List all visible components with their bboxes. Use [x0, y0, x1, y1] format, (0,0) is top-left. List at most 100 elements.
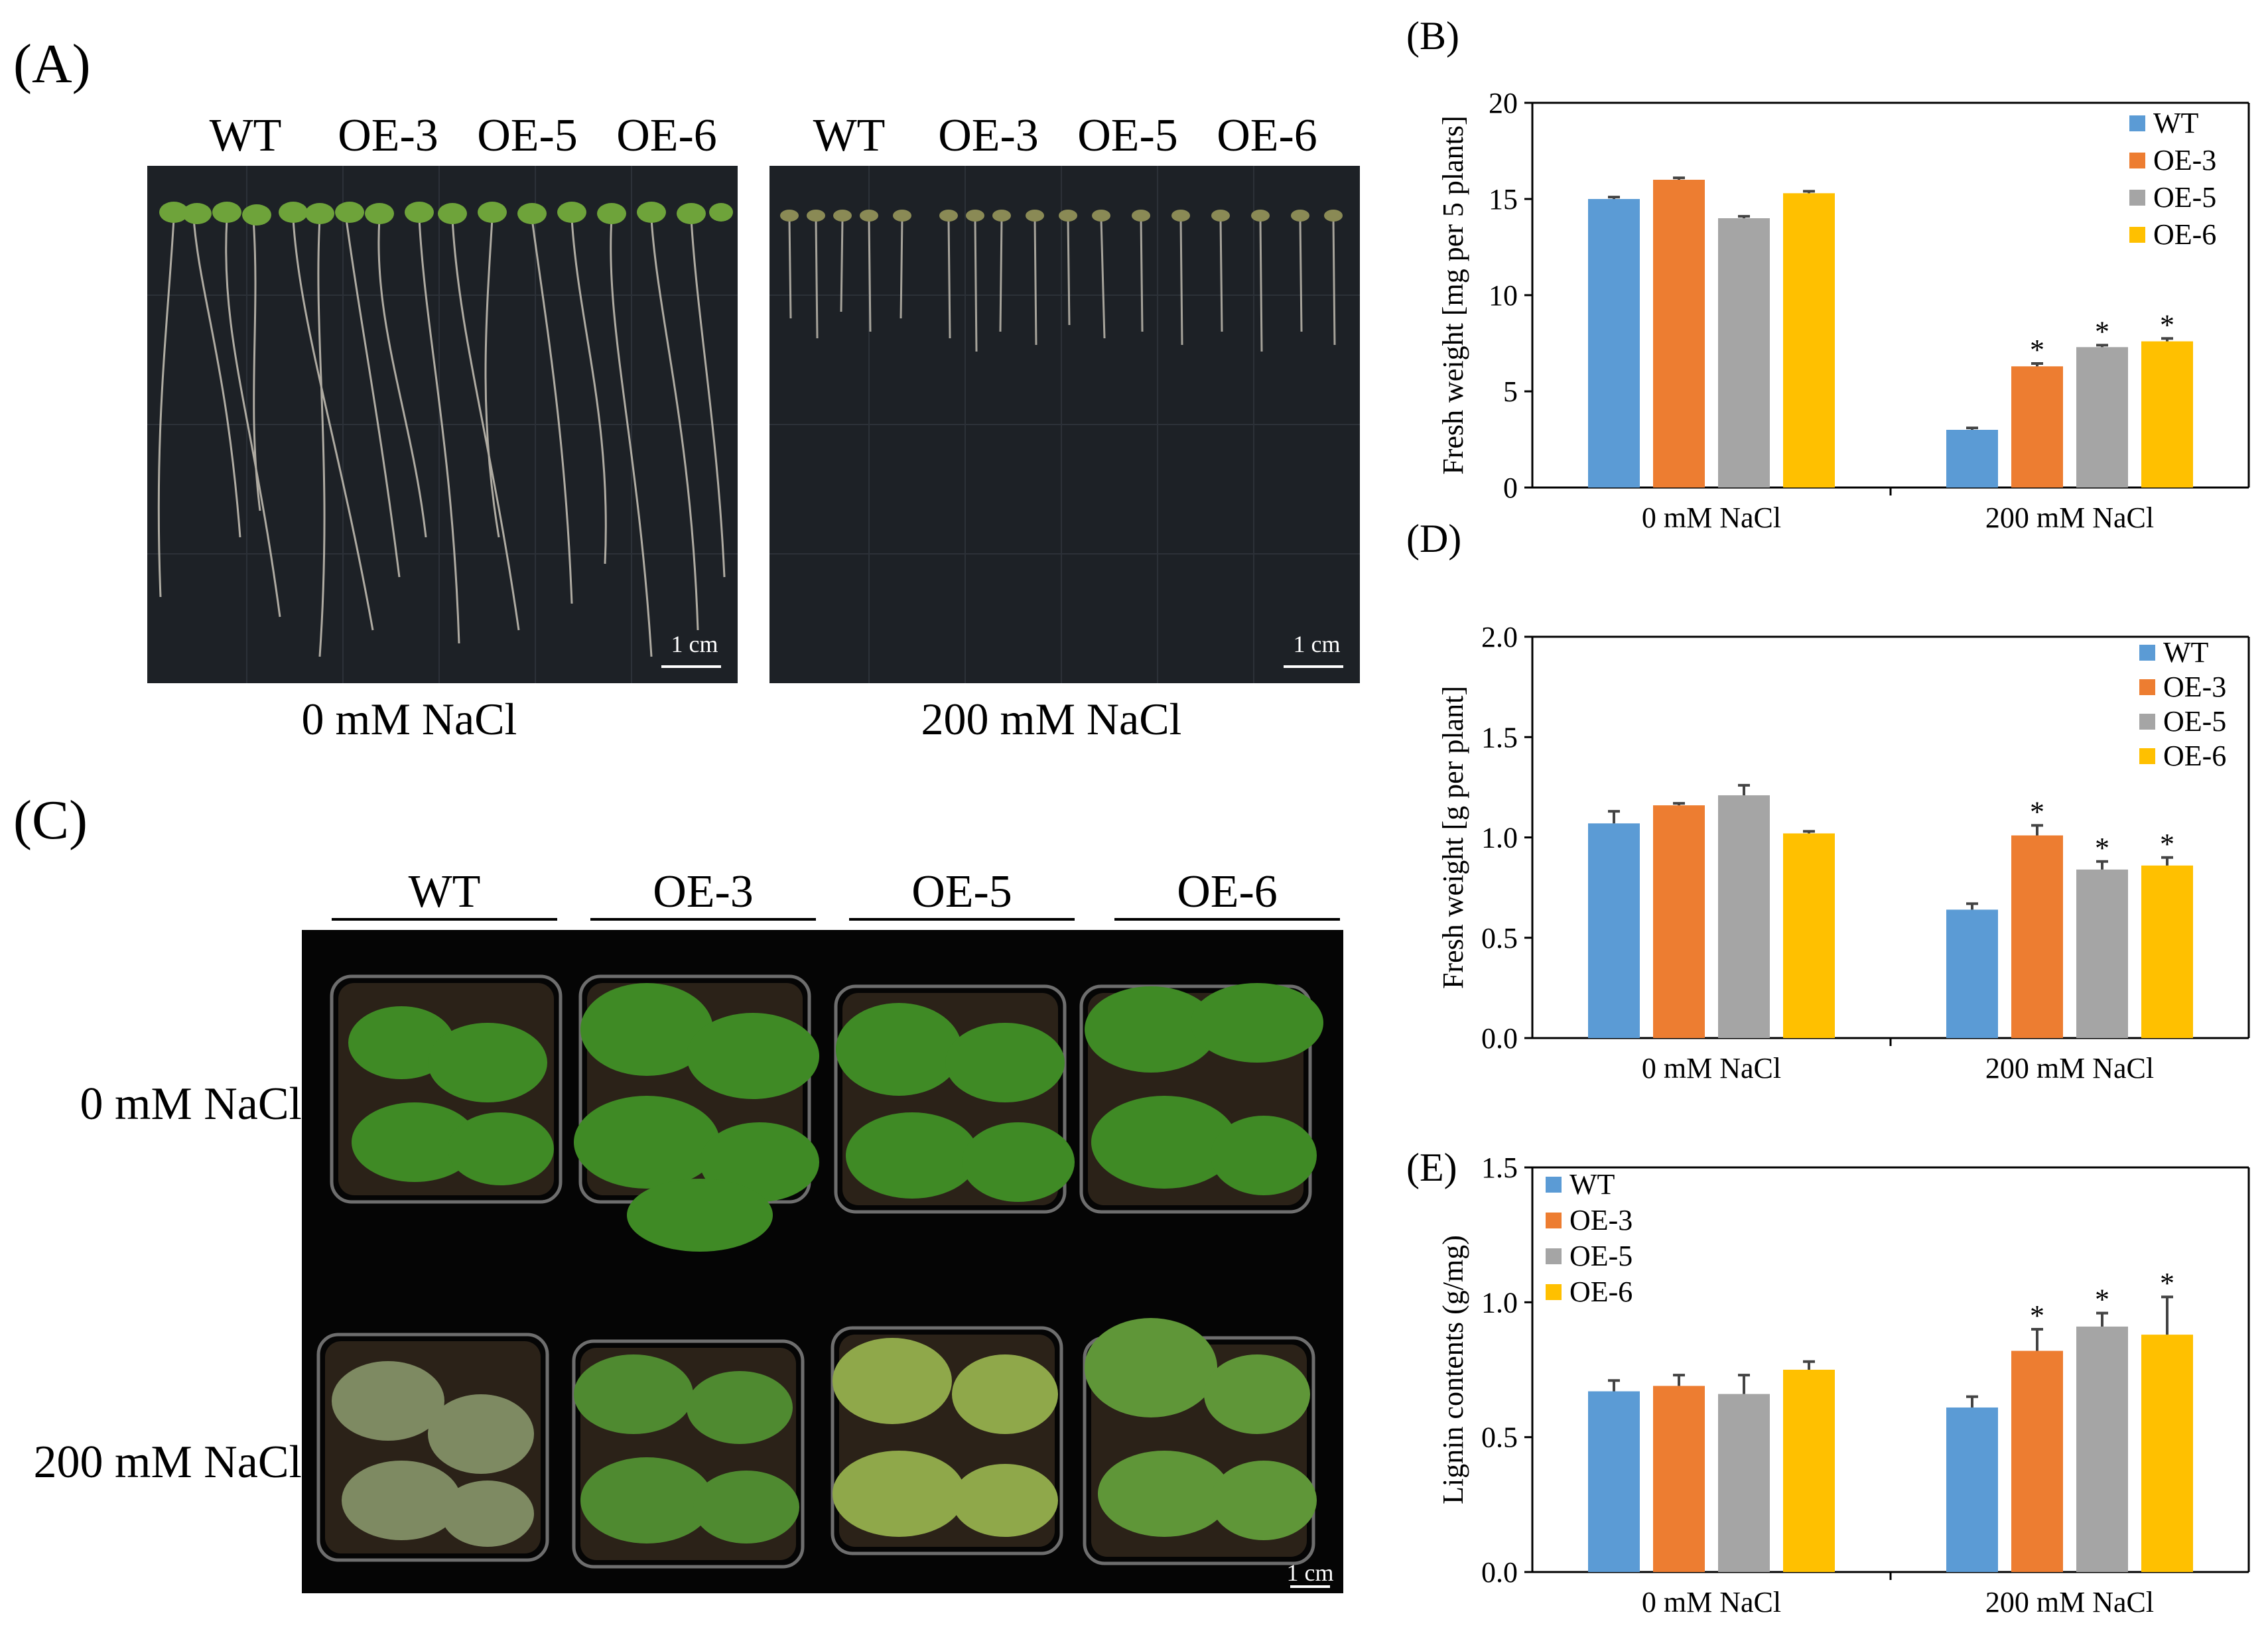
bar-wt-0-mm-nacl [1588, 199, 1640, 488]
genotype-label-oe5-left: OE-5 [477, 110, 578, 161]
y-tick-label-3: 1.5 [1481, 1151, 1518, 1184]
seedling-plate-control-drawing [147, 166, 738, 683]
bar-oe-5-200-mm-nacl [2076, 1326, 2128, 1572]
y-axis-title: Fresh weight [g per plant] [1437, 686, 1469, 989]
y-tick-label-2: 1.0 [1481, 822, 1518, 854]
bar-wt-200-mm-nacl [1946, 430, 1998, 488]
scale-bar-label-c: 1 cm [1286, 1559, 1334, 1586]
y-tick-label-0: 0 [1503, 472, 1518, 504]
legend-swatch-oe-6 [2129, 227, 2145, 243]
bar-wt-200-mm-nacl [1946, 1407, 1998, 1572]
legend-swatch-oe-6 [1546, 1284, 1562, 1300]
legend-swatch-oe-3 [1546, 1213, 1562, 1228]
y-tick-label-1: 5 [1503, 375, 1518, 408]
panel-label-b: (B) [1406, 14, 1459, 58]
bar-oe-5-200-mm-nacl [2076, 869, 2128, 1038]
y-axis-title: Fresh weight [mg per 5 plants] [1437, 115, 1469, 474]
bar-oe-6-0-mm-nacl [1783, 193, 1835, 488]
legend-label-oe-6: OE-6 [2163, 740, 2226, 772]
bar-oe-5-0-mm-nacl [1718, 1394, 1770, 1572]
x-category-label-200-mm-nacl: 200 mM NaCl [1985, 501, 2154, 534]
y-tick-label-0: 0.0 [1481, 1022, 1518, 1055]
row-label-control: 0 mM NaCl [80, 1079, 302, 1130]
y-tick-label-2: 10 [1489, 279, 1518, 312]
genotype-label-oe6-left: OE-6 [616, 110, 717, 161]
significance-mark-oe-3-200-mm-nacl: * [2030, 1299, 2044, 1332]
genotype-header-wt: WT [408, 866, 481, 917]
bar-oe-6-0-mm-nacl [1783, 1370, 1835, 1572]
bar-oe-3-0-mm-nacl [1653, 180, 1705, 488]
legend-swatch-oe-5 [2139, 714, 2155, 730]
y-tick-label-1: 0.5 [1481, 922, 1518, 954]
genotype-label-oe6-right: OE-6 [1217, 110, 1317, 161]
seedling-plate-salt-drawing [769, 166, 1360, 683]
condition-label-control-a: 0 mM NaCl [301, 694, 517, 744]
genotype-underline-oe3 [590, 918, 816, 921]
genotype-header-oe6: OE-6 [1177, 866, 1278, 917]
significance-mark-oe-6-200-mm-nacl: * [2160, 1267, 2174, 1299]
legend-label-oe-6: OE-6 [1569, 1276, 1633, 1308]
legend-label-oe-5: OE-5 [1569, 1240, 1633, 1272]
y-tick-label-4: 20 [1489, 87, 1518, 119]
bar-oe-6-0-mm-nacl [1783, 833, 1835, 1038]
y-tick-label-3: 15 [1489, 183, 1518, 216]
legend-swatch-wt [2139, 645, 2155, 661]
legend-label-oe-3: OE-3 [1569, 1204, 1633, 1236]
genotype-label-wt-left: WT [209, 110, 282, 161]
bar-oe-3-0-mm-nacl [1653, 805, 1705, 1038]
genotype-underline-oe6 [1114, 918, 1340, 921]
seedling-plate-salt-photo: 1 cm [769, 166, 1360, 683]
y-axis-title: Lignin contents (g/mg) [1437, 1235, 1469, 1504]
significance-mark-oe-5-200-mm-nacl: * [2095, 1283, 2109, 1316]
legend-swatch-oe-6 [2139, 748, 2155, 764]
scale-bar-label-a1: 1 cm [671, 631, 718, 657]
fresh-weight-plant-chart: 0.0 0.5 1.0 1.5 2.0 Fresh weight [g per plant… [1437, 621, 2250, 1084]
significance-mark-oe-5-200-mm-nacl: * [2095, 315, 2109, 348]
y-tick-label-0: 0.0 [1481, 1556, 1518, 1589]
genotype-underline-wt [332, 918, 557, 921]
bar-oe-3-200-mm-nacl [2011, 366, 2063, 488]
legend-label-oe-3: OE-3 [2153, 144, 2216, 176]
x-category-label-0-mm-nacl: 0 mM NaCl [1642, 1052, 1781, 1084]
panel-label-e: (E) [1406, 1146, 1457, 1189]
bar-oe-3-0-mm-nacl [1653, 1386, 1705, 1572]
bar-oe-6-200-mm-nacl [2141, 865, 2193, 1038]
potted-plants-drawing [316, 974, 1330, 1588]
legend-label-wt: WT [2153, 107, 2199, 139]
legend-swatch-oe-3 [2139, 679, 2155, 695]
significance-mark-oe-3-200-mm-nacl: * [2030, 795, 2044, 828]
bar-oe-5-0-mm-nacl [1718, 218, 1770, 488]
bar-wt-0-mm-nacl [1588, 1391, 1640, 1572]
bar-oe-6-200-mm-nacl [2141, 1335, 2193, 1572]
condition-label-salt-a: 200 mM NaCl [921, 694, 1182, 744]
significance-mark-oe-3-200-mm-nacl: * [2030, 334, 2044, 366]
row-label-salt: 200 mM NaCl [33, 1437, 302, 1488]
x-category-label-0-mm-nacl: 0 mM NaCl [1642, 1586, 1781, 1618]
legend-label-oe-3: OE-3 [2163, 671, 2226, 703]
legend-swatch-wt [1546, 1177, 1562, 1193]
bar-oe-5-0-mm-nacl [1718, 795, 1770, 1038]
bar-oe-3-200-mm-nacl [2011, 835, 2063, 1038]
bar-wt-200-mm-nacl [1946, 909, 1998, 1038]
legend-label-oe-5: OE-5 [2153, 181, 2216, 214]
genotype-header-oe5: OE-5 [911, 866, 1012, 917]
genotype-label-oe3-right: OE-3 [938, 110, 1039, 161]
significance-mark-oe-5-200-mm-nacl: * [2095, 832, 2109, 864]
potted-plants-photo: 1 cm [302, 930, 1343, 1593]
genotype-label-wt-right: WT [813, 110, 886, 161]
bar-oe-6-200-mm-nacl [2141, 341, 2193, 488]
seedling-plate-control-photo: 1 cm [147, 166, 738, 683]
genotype-label-oe5-right: OE-5 [1077, 110, 1178, 161]
bar-oe-3-200-mm-nacl [2011, 1350, 2063, 1572]
genotype-underline-oe5 [849, 918, 1075, 921]
y-tick-label-2: 1.0 [1481, 1286, 1518, 1319]
y-tick-label-1: 0.5 [1481, 1421, 1518, 1454]
scale-bar-label-a2: 1 cm [1293, 631, 1341, 657]
panel-label-d: (D) [1406, 517, 1462, 560]
legend-swatch-oe-5 [1546, 1248, 1562, 1264]
legend-label-oe-5: OE-5 [2163, 705, 2226, 738]
legend-label-wt: WT [1569, 1168, 1615, 1201]
legend-swatch-wt [2129, 115, 2145, 131]
y-tick-label-3: 1.5 [1481, 721, 1518, 754]
genotype-header-oe3: OE-3 [653, 866, 754, 917]
